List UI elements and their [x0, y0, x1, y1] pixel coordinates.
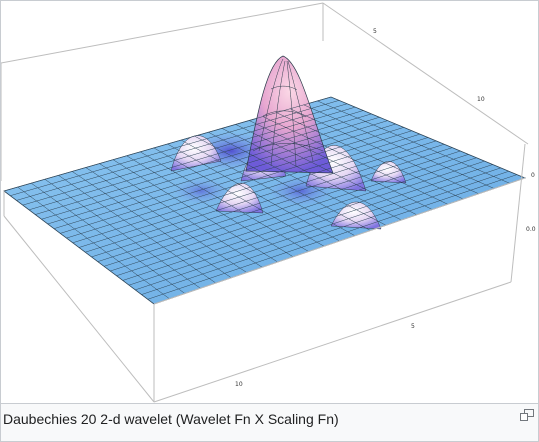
- enlarge-icon[interactable]: [520, 409, 534, 421]
- front-tick-1: 5: [411, 323, 415, 330]
- mesh-line: [317, 100, 510, 184]
- mesh-line: [330, 96, 526, 179]
- plot-box-back: [1, 2, 529, 181]
- mesh-line: [303, 104, 495, 189]
- front-tick-2: 10: [235, 381, 243, 388]
- back-tick-2: 10: [477, 96, 485, 103]
- mesh-line: [128, 164, 493, 286]
- image-caption: Daubechies 20 2-d wavelet (Wavelet Fn X …: [1, 403, 538, 441]
- mesh-line: [135, 167, 501, 291]
- mesh-line: [290, 108, 479, 194]
- mesh-line: [141, 171, 509, 295]
- right-tick-1: 0: [531, 172, 535, 179]
- right-tick-2: 0.0: [526, 226, 536, 233]
- mesh-line: [147, 174, 517, 300]
- wavelet-surface-plot[interactable]: 5 10 0 0.0 5 10: [1, 1, 538, 403]
- back-tick-1: 5: [373, 28, 377, 35]
- caption-text: Daubechies 20 2-d wavelet (Wavelet Fn X …: [3, 411, 339, 427]
- plot-box-front: [3, 143, 526, 403]
